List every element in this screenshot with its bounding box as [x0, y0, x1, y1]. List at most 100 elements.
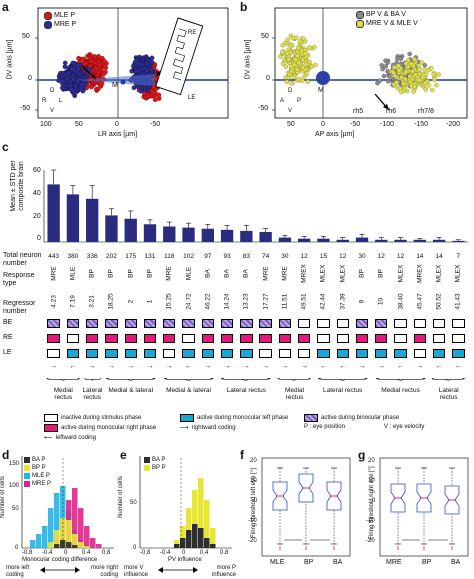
panel-b-xtick-minus150: -150	[414, 121, 429, 128]
legend-item: BP P	[144, 464, 166, 472]
box-le	[413, 349, 426, 358]
panel-b-ytick-50: 50	[261, 33, 269, 40]
box-be	[163, 319, 176, 328]
panel-d-arrow-right-label: more right coding	[90, 565, 118, 578]
box-re	[220, 334, 234, 343]
arrow-right-icon: →	[50, 363, 58, 370]
arrow-right-icon: →	[165, 363, 173, 370]
panel-c-groups: ︸ Medial rectus ︸ Lateral rectus ︸ Medial & l…	[44, 378, 468, 412]
box-be	[182, 319, 195, 328]
histogram-bar-bp	[198, 478, 204, 548]
box-le	[336, 349, 349, 358]
panel-f-ytick-3: -10	[248, 518, 257, 524]
scatter-point-mre-mle-v	[432, 77, 437, 82]
bar	[259, 232, 272, 242]
group-text: Medial rectus	[53, 387, 73, 401]
total-neuron-number: 30	[358, 253, 366, 260]
panel-d-ytick-150: 150	[9, 461, 20, 467]
panel-d-histogram	[21, 456, 114, 549]
row-title-regressor: Regressor number	[3, 300, 36, 315]
outlier	[305, 546, 307, 548]
response-type: MLE	[69, 266, 77, 281]
swatch-white	[44, 414, 58, 422]
group-text: Medial & lateral	[166, 387, 211, 394]
total-neuron-number: 30	[281, 253, 289, 260]
panel-a-inset-label-re: RE	[188, 30, 197, 36]
histogram-bar-mle	[60, 486, 66, 548]
scatter-point-mre-mle-v	[401, 81, 406, 86]
scatter-point-mre-mle-v	[284, 79, 289, 85]
scatter-point-bp-ba-v	[407, 51, 412, 57]
box-be	[240, 319, 253, 328]
scatter-point-mle	[95, 86, 101, 92]
box-be	[86, 319, 99, 328]
scatter-point-mre-mle-v	[416, 78, 422, 83]
group-label: ︸ Medial & lateral	[160, 379, 218, 395]
bar	[66, 194, 80, 242]
histogram-bar-bp	[72, 534, 78, 548]
panel-c-bar-chart	[43, 169, 468, 243]
panel-c-ytick-20: 20	[33, 213, 41, 220]
legend-label: leftward coding	[55, 434, 96, 441]
arrow-right-icon: →	[223, 363, 231, 370]
brace: ︸	[220, 378, 273, 388]
scatter-point-mre-mle-v	[406, 64, 411, 70]
total-neuron-number: 83	[242, 253, 250, 260]
arrow-left-icon: ←	[397, 363, 405, 370]
box-be	[278, 319, 292, 328]
legend-marker-yellow	[356, 19, 364, 28]
box-le	[452, 349, 465, 358]
scatter-point-bp-ba-v	[380, 66, 385, 72]
group-label: ︸ Medial rectus	[372, 379, 430, 395]
bar	[47, 184, 60, 242]
group-text: Medial rectus	[284, 387, 305, 401]
legend-purple: active during binocular phase	[304, 414, 399, 422]
bar	[298, 238, 311, 242]
compass-right: L	[59, 98, 63, 104]
regressor-number: 15.25	[165, 293, 173, 310]
panel-e-xtick-0: -0.8	[140, 550, 151, 556]
scatter-point-mle	[76, 55, 81, 61]
total-neuron-number: 97	[204, 253, 212, 260]
group-text: Lateral rectus	[323, 387, 363, 394]
outlier	[333, 546, 335, 548]
outlier	[397, 546, 399, 548]
scatter-point-mre	[87, 67, 92, 73]
histogram-bar-mle	[36, 534, 42, 548]
response-type: BP	[107, 269, 115, 278]
bar	[201, 228, 214, 242]
panel-c-ytick-40: 40	[33, 190, 41, 197]
column-9: 93 BA 14.24 →	[217, 250, 236, 380]
legend-marker-blue	[44, 20, 52, 29]
panel-b-rh6: rh6	[386, 108, 397, 115]
scatter-point-mre	[62, 64, 68, 70]
scatter-point-mre-mle-v	[413, 72, 418, 78]
panel-e-xtick-1: -0.4	[160, 550, 171, 556]
response-type: BA	[204, 269, 212, 278]
legend-position: P : eye position	[304, 424, 345, 430]
panel-c-columns: 443 MRE 4.23 → 380 MLE 7.19 ← 336 BP 3.21 →…	[44, 250, 468, 380]
outlier	[451, 546, 453, 548]
scatter-point-mre-mle-v	[300, 78, 305, 84]
box-le	[240, 349, 253, 358]
panel-f-ytick-0: 20	[250, 458, 257, 464]
total-neuron-number: 118	[164, 253, 175, 260]
scatter-point-mre-mle-v	[423, 87, 429, 92]
panel-a-letter: a	[2, 0, 9, 14]
panel-f-ytick-1: 10	[250, 478, 257, 484]
scatter-point-mre-mle-v	[436, 72, 441, 77]
bar	[375, 239, 388, 242]
regressor-number: 11.51	[281, 293, 289, 310]
scatter-point-mre-mle-v	[291, 74, 297, 80]
scatter-point-mre-mle-v	[306, 45, 312, 50]
scatter-point-mre-mle-v	[422, 67, 427, 72]
box-be	[143, 319, 157, 328]
regressor-number: 3.21	[88, 295, 96, 308]
response-type: MRE	[281, 266, 289, 281]
panel-c-ytick-60: 60	[33, 167, 41, 174]
total-neuron-number: 175	[125, 253, 137, 260]
histogram-bar-bp	[60, 518, 66, 548]
arrow-right-icon: →	[146, 363, 154, 370]
scatter-point-mre-mle-v	[287, 72, 292, 77]
total-neuron-number: 443	[48, 253, 60, 260]
